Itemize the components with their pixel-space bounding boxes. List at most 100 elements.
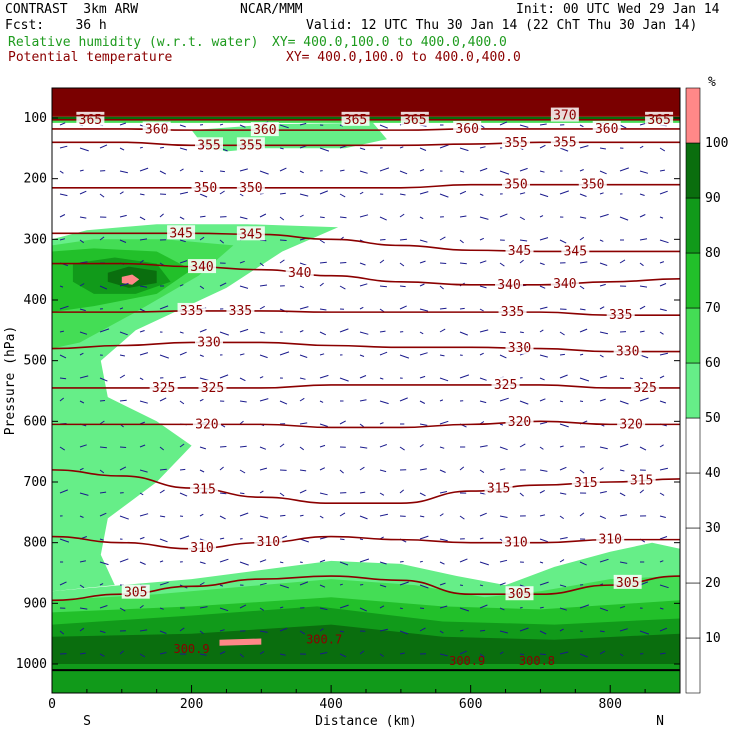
wind-arrow [139,285,148,288]
wind-arrow [239,377,246,382]
wind-arrow [359,399,367,402]
wind-arrow [579,169,584,172]
wind-arrow [479,237,485,241]
theta-label-bg [627,472,656,487]
wind-arrow [219,282,227,287]
theta-label-bg [121,584,150,599]
theta-label-310: 310 [598,533,621,548]
theta-label-bg [198,379,227,394]
wind-arrow [639,489,645,494]
wind-arrow [339,216,347,219]
wind-arrow [199,285,205,290]
colorbar-band [685,87,701,144]
wind-arrow [439,420,449,425]
theta-label-bg [195,334,223,349]
wind-arrow [579,653,588,658]
y-tick-label: 300 [24,232,47,247]
wind-arrow [359,538,364,541]
theta-label-350: 350 [504,178,527,193]
wind-arrow [279,653,286,656]
wind-arrow [499,262,505,267]
theta-label-bg [195,137,223,152]
wind-arrow [199,215,206,218]
wind-arrow [419,283,425,287]
wind-arrow [59,193,68,197]
field1-name: Relative humidity (w.r.t. water) [8,35,259,50]
wind-arrow [279,124,289,129]
wind-arrow [139,330,145,333]
theta-label-310: 310 [504,536,527,551]
wind-arrow [619,400,629,405]
theta-label-bg [606,307,635,322]
wind-arrow [559,190,569,195]
wind-arrow [639,170,649,174]
theta-label-335: 335 [180,304,203,319]
wind-arrow [659,239,669,244]
wind-arrow [299,422,308,425]
wind-arrow [219,651,226,655]
wind-arrow [579,124,584,128]
x-endpoint-right: N [656,714,664,729]
wind-arrow [559,423,569,428]
wind-arrow [339,169,345,172]
wind-arrow [259,582,267,586]
wind-arrow [279,514,286,517]
wind-arrow [499,651,504,655]
wind-arrow [619,628,628,632]
wind-arrow [539,421,548,425]
wind-arrow [359,446,368,449]
colorbar-band [685,362,701,419]
wind-arrow [519,259,524,264]
theta-label-340: 340 [190,260,213,275]
wind-arrow [219,170,225,173]
wind-arrow [299,489,307,494]
theta-label-bg [491,376,520,391]
wind-arrow [379,444,387,448]
wind-arrow [639,446,647,451]
wind-arrow [539,170,545,173]
wind-arrow [379,351,388,356]
wind-arrow [159,581,169,586]
theta-label-bg [498,304,527,319]
wind-arrow [299,262,307,266]
wind-arrow [459,262,467,265]
field1-xy: XY= 400.0,100.0 to 400.0,400.0 [272,35,507,50]
wind-arrow [519,331,524,334]
wind-arrow [319,607,328,611]
colorbar-band [685,142,701,199]
wind-arrow [599,306,605,310]
wind-arrow [79,352,84,356]
wind-arrow [99,144,108,149]
theta-label-bg [177,302,206,317]
colorbar-label: 10 [705,631,721,646]
wind-arrow [159,607,164,610]
wind-arrow [499,170,510,175]
theta-label-345: 345 [169,226,192,241]
wind-arrow [319,628,324,632]
wind-arrow [159,446,165,451]
wind-arrow [139,536,145,540]
wind-arrow [399,213,405,218]
wind-arrow [219,629,225,632]
wind-arrow [319,308,327,311]
wind-arrow [59,397,65,402]
wind-arrow [159,489,165,494]
wind-arrow [239,653,245,658]
colorbar-label: 60 [705,356,721,371]
wind-arrow [119,466,127,471]
wind-arrow [639,214,646,218]
wind-arrow [539,144,546,149]
wind-arrow [179,168,184,172]
wind-arrow [659,147,666,152]
wind-arrow [79,607,88,610]
wind-arrow [79,375,89,379]
wind-arrow [579,261,588,264]
wind-arrow [319,584,326,588]
wind-arrow [319,239,325,244]
wind-arrow [399,170,408,175]
wind-arrow [439,653,448,657]
wind-arrow [279,259,285,264]
wind-arrow [459,515,465,520]
wind-arrow [499,354,507,359]
wind-arrow [159,397,167,402]
